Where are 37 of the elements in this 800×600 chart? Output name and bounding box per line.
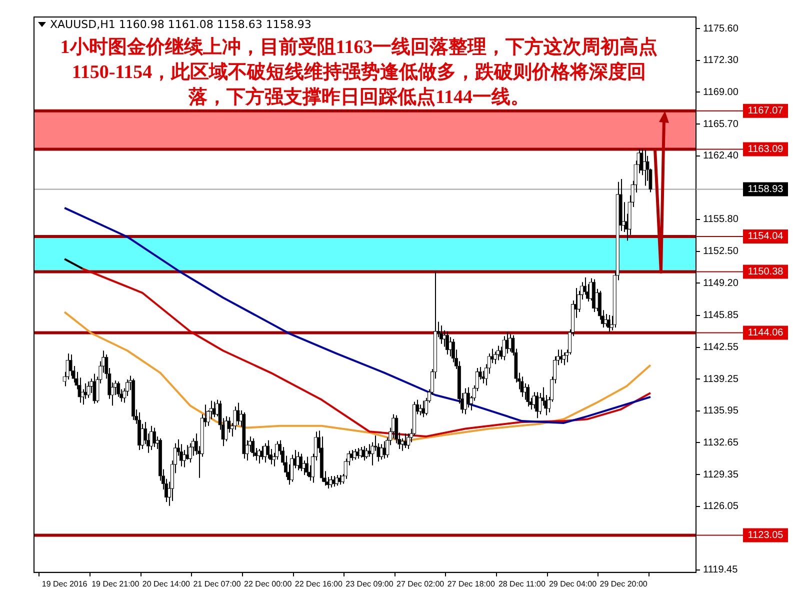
x-tick-label: 19 Dec 21:00 [92, 579, 140, 588]
y-tick-label: 1165.70 [703, 118, 739, 130]
x-tick-label: 20 Dec 14:00 [142, 579, 191, 588]
y-tick-label: 1126.05 [703, 501, 739, 512]
x-tick-label: 28 Dec 11:00 [498, 579, 546, 588]
ref-line-label: 1144.06 [748, 327, 784, 338]
x-tick-label: 22 Dec 00:00 [244, 579, 292, 588]
ref-line-label: 1150.38 [748, 266, 784, 278]
y-tick-label: 1145.85 [703, 310, 739, 322]
x-tick-label: 29 Dec 04:00 [548, 579, 598, 588]
y-tick-label: 1169.00 [703, 86, 739, 98]
y-tick-label: 1119.45 [703, 564, 738, 576]
text: 1小时图金价继续上冲，目前受阻1163一线回落整理，下方这次周初高点1150-1154，此区域不破短线维持强势逢低做多，跌破则价格将深度回落，下方强支撑昨日回踩低点1144一线。 [59, 36, 659, 110]
y-tick-label: 1152.50 [703, 246, 739, 258]
ref-line-label: 1167.07 [748, 106, 784, 117]
y-tick-label: 1172.30 [703, 55, 739, 66]
x-tick-label: 29 Dec 20:00 [600, 579, 648, 588]
x-tick-label: 21 Dec 07:00 [193, 579, 242, 588]
y-tick-label: 1175.60 [703, 23, 739, 34]
y-tick-label: 1129.35 [703, 469, 739, 480]
x-tick-label: 19 Dec 2016 [42, 579, 88, 588]
y-tick-label: 1162.40 [703, 150, 739, 162]
ref-line-label: 1158.93 [748, 184, 784, 196]
x-tick-label: 27 Dec 18:00 [447, 579, 496, 588]
ref-line-label: 1154.04 [748, 231, 784, 242]
ref-line-label: 1163.09 [748, 144, 784, 155]
x-tick-label: 22 Dec 16:00 [294, 579, 344, 588]
y-tick-label: 1139.25 [703, 374, 739, 385]
y-tick-label: 1135.95 [703, 406, 739, 417]
y-tick-label: 1132.65 [703, 437, 739, 448]
y-tick-label: 1155.80 [703, 214, 739, 226]
annotation: XAUUSD,H1 1160.98 1161.08 1158.63 1158.93 [50, 18, 312, 31]
y-tick-label: 1142.55 [703, 342, 739, 353]
y-tick-label: 1149.20 [703, 278, 739, 289]
x-tick-label: 23 Dec 09:00 [346, 579, 394, 588]
x-tick-label: 27 Dec 02:00 [396, 579, 445, 588]
ref-line-label: 1123.05 [748, 530, 784, 542]
